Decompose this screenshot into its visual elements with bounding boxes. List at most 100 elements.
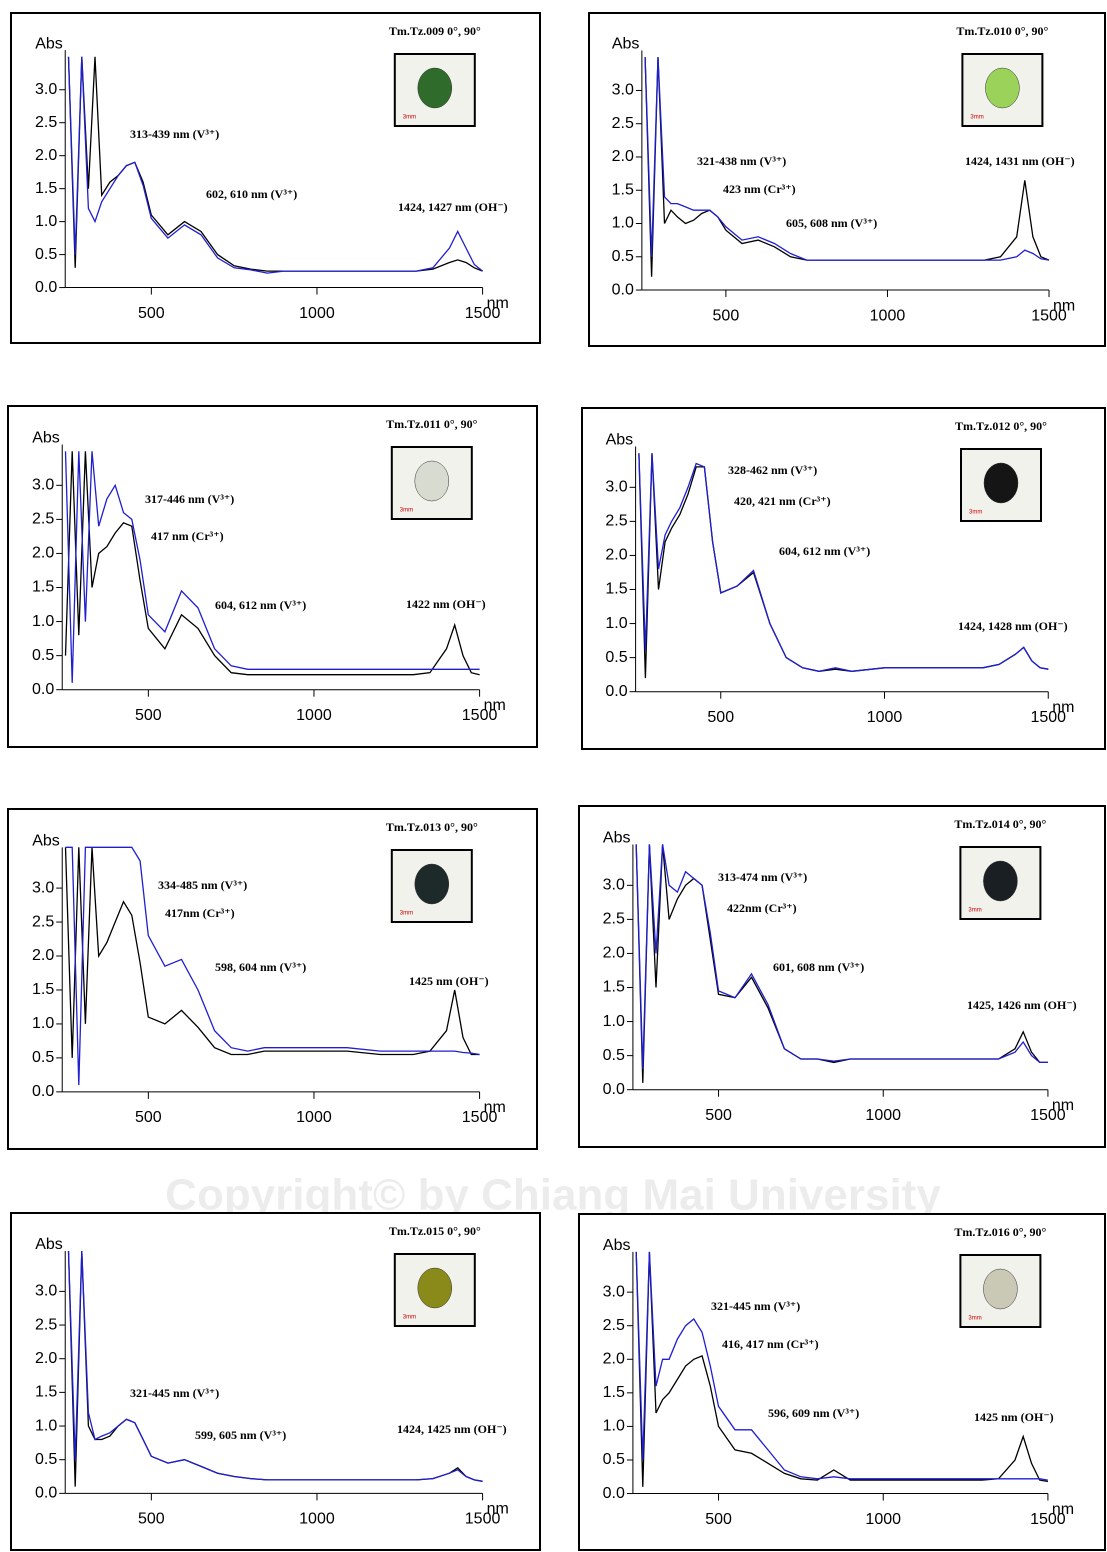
y-tick-label: 3.0 (35, 81, 57, 98)
peak-annotation: 602, 610 nm (V³⁺) (206, 187, 297, 201)
x-tick-label: 500 (713, 307, 740, 324)
y-tick-label: 0.5 (32, 1049, 54, 1066)
y-tick-label: 0.5 (612, 248, 634, 265)
sample-title: Tm.Tz.016 0°, 90° (954, 1225, 1046, 1239)
x-tick-label: 500 (705, 1107, 732, 1124)
peak-annotation: 1424, 1427 nm (OH⁻) (398, 200, 508, 214)
peak-annotation: 321-438 nm (V³⁺) (697, 154, 786, 168)
x-tick-label: 1500 (465, 1511, 501, 1528)
y-axis-label: Abs (35, 1236, 63, 1253)
y-tick-label: 0.5 (35, 1451, 57, 1468)
y-tick-label: 2.0 (32, 947, 54, 964)
y-tick-label: 2.5 (612, 115, 634, 132)
x-tick-label: 500 (135, 707, 162, 724)
sample-title: Tm.Tz.012 0°, 90° (955, 419, 1047, 433)
peak-annotation: 313-474 nm (V³⁺) (718, 870, 807, 884)
peak-annotation: 417nm (Cr³⁺) (165, 906, 235, 920)
y-tick-label: 2.5 (603, 1317, 625, 1334)
scale-label: 3mm (970, 115, 983, 121)
y-tick-label: 3.0 (603, 1283, 625, 1300)
x-tick-label: 1000 (296, 707, 332, 724)
y-tick-label: 2.0 (32, 545, 54, 562)
peak-annotation: 423 nm (Cr³⁺) (723, 182, 796, 196)
peak-annotation: 604, 612 nm (V³⁺) (779, 544, 870, 558)
y-tick-label: 1.5 (612, 181, 634, 198)
peak-annotation: 313-439 nm (V³⁺) (130, 127, 219, 141)
x-tick-label: 500 (705, 1511, 732, 1528)
y-tick-label: 1.0 (603, 1418, 625, 1435)
peak-annotation: 420, 421 nm (Cr³⁺) (734, 494, 831, 508)
x-tick-label: 500 (138, 1511, 165, 1528)
chart-panel: 0.0 0.5 1.0 1.5 2.0 2.5 3.0 500 1000 1500 Abs nm Tm.… (588, 12, 1106, 347)
peak-annotation: 321-445 nm (V³⁺) (711, 1299, 800, 1313)
x-axis-label: nm (1053, 297, 1075, 314)
spectrum-line (64, 451, 480, 683)
x-axis-label: nm (1052, 1097, 1074, 1114)
y-tick-label: 0.5 (605, 649, 627, 666)
sample-title: Tm.Tz.011 0°, 90° (386, 417, 477, 431)
x-axis-label: nm (487, 1501, 509, 1518)
peak-annotation: 334-485 nm (V³⁺) (158, 878, 247, 892)
y-axis-label: Abs (35, 35, 63, 52)
y-tick-label: 1.0 (35, 213, 57, 230)
spectrum-line (67, 56, 483, 272)
x-tick-label: 1000 (870, 307, 906, 324)
chart-panel: 0.0 0.5 1.0 1.5 2.0 2.5 3.0 500 1000 1500 Abs nm Tm.… (10, 1212, 541, 1551)
x-axis-label: nm (484, 1099, 506, 1116)
y-tick-label: 0.5 (32, 647, 54, 664)
x-tick-label: 500 (135, 1109, 162, 1126)
sample-title: Tm.Tz.009 0°, 90° (389, 24, 481, 38)
peak-annotation: 599, 605 nm (V³⁺) (195, 1428, 286, 1442)
x-tick-label: 1000 (865, 1107, 901, 1124)
x-tick-label: 500 (707, 709, 734, 726)
y-tick-label: 3.0 (32, 879, 54, 896)
y-tick-label: 3.0 (603, 877, 625, 894)
spectrum-line (67, 1250, 483, 1482)
y-axis-label: Abs (612, 36, 640, 53)
spectrum-line (65, 846, 480, 1086)
y-tick-label: 0.0 (32, 681, 54, 698)
sample-title: Tm.Tz.014 0°, 90° (954, 817, 1046, 831)
peak-annotation: 416, 417 nm (Cr³⁺) (722, 1337, 819, 1351)
y-tick-label: 2.5 (605, 513, 627, 530)
scale-label: 3mm (400, 911, 413, 917)
spectrum-line (67, 56, 484, 274)
y-tick-label: 2.5 (32, 913, 54, 930)
y-tick-label: 2.5 (35, 1316, 57, 1333)
y-axis-label: Abs (32, 430, 60, 447)
y-axis-label: Abs (32, 833, 60, 850)
y-tick-label: 2.5 (32, 511, 54, 528)
y-tick-label: 3.0 (605, 479, 627, 496)
y-tick-label: 0.0 (32, 1083, 54, 1100)
y-tick-label: 3.0 (32, 477, 54, 494)
x-tick-label: 500 (138, 305, 165, 322)
y-tick-label: 3.0 (35, 1283, 57, 1300)
peak-annotation: 1424, 1428 nm (OH⁻) (958, 619, 1068, 633)
y-tick-label: 1.0 (32, 613, 54, 630)
y-tick-label: 2.5 (35, 114, 57, 131)
spectrum-line (644, 57, 1050, 277)
chart-panel: 0.0 0.5 1.0 1.5 2.0 2.5 3.0 500 1000 1500 Abs nm Tm.… (10, 12, 541, 344)
y-tick-label: 1.0 (605, 615, 627, 632)
peak-annotation: 1425 nm (OH⁻) (409, 974, 489, 988)
sample-title: Tm.Tz.013 0°, 90° (386, 820, 478, 834)
y-tick-label: 0.5 (603, 1047, 625, 1064)
spectrum-line (635, 1251, 1049, 1481)
peak-annotation: 605, 608 nm (V³⁺) (786, 216, 877, 230)
y-axis-label: Abs (603, 1237, 631, 1254)
x-tick-label: 1500 (462, 1109, 498, 1126)
x-tick-label: 1000 (865, 1511, 901, 1528)
y-tick-label: 1.0 (35, 1417, 57, 1434)
peak-annotation: 328-462 nm (V³⁺) (728, 463, 817, 477)
peak-annotation: 1424, 1425 nm (OH⁻) (397, 1422, 507, 1436)
peak-annotation: 1425 nm (OH⁻) (974, 1410, 1054, 1424)
y-tick-label: 0.0 (603, 1485, 625, 1502)
peak-annotation: 422nm (Cr³⁺) (727, 901, 797, 915)
y-tick-label: 0.0 (35, 279, 57, 296)
y-tick-label: 2.0 (603, 945, 625, 962)
y-axis-label: Abs (606, 432, 634, 449)
gem-photo (417, 1267, 453, 1309)
y-tick-label: 2.0 (612, 148, 634, 165)
chart-panel: 0.0 0.5 1.0 1.5 2.0 2.5 3.0 500 1000 1500 Abs nm Tm.… (7, 405, 538, 748)
